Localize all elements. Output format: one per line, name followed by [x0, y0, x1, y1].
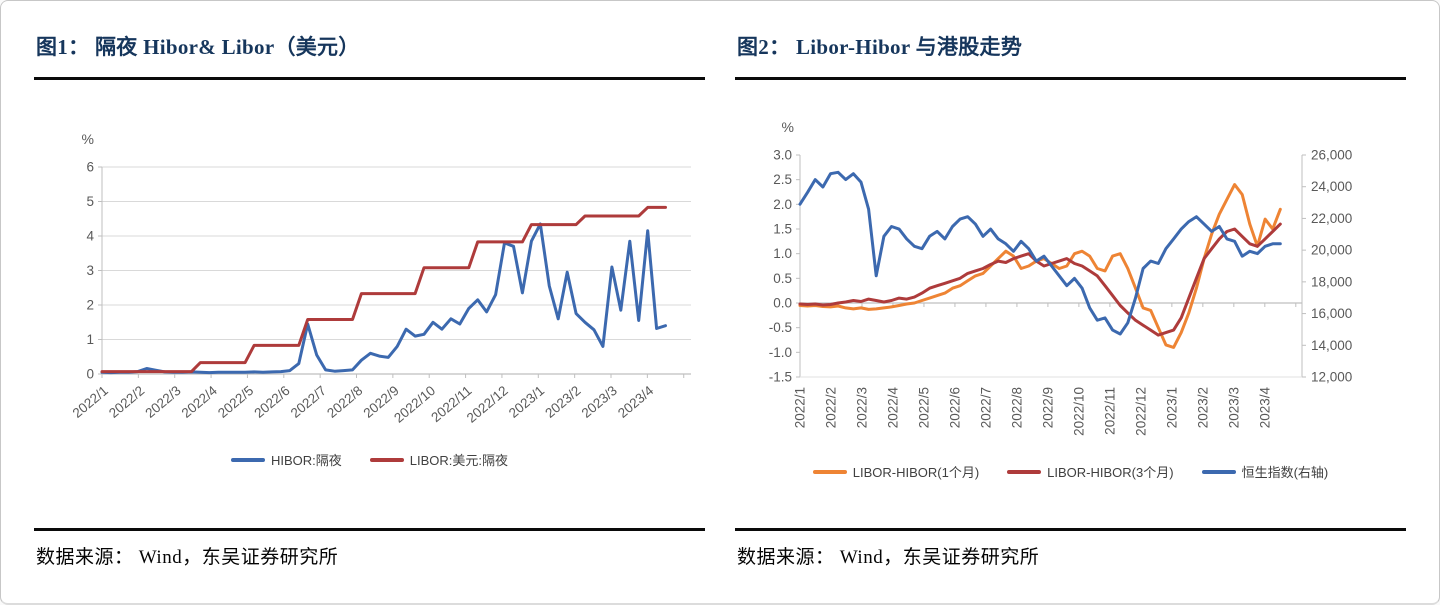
figure2-chart-area: 3.0 2.5 2.0 1.5 1.0 0.5 0.0 -0.5 -1.0 -1.5 26,000 2…: [735, 80, 1406, 528]
y-axis-tick-label: -0.5: [768, 320, 791, 335]
y-axis-tick-label: -1.5: [768, 370, 791, 385]
figure1-source-rule: [34, 528, 705, 531]
series-line-1: [798, 222, 1282, 337]
x-axis-tick-label: 2022/9: [1040, 387, 1055, 428]
x-axis-tick-label: 2022/3: [142, 383, 183, 421]
y2-axis-tick-label: 12,000: [1311, 370, 1352, 385]
legend-swatch-0: [230, 457, 265, 462]
y-axis-tick-label: 2.0: [773, 197, 792, 212]
legend-item-0: LIBOR-HIBOR(1个月): [812, 462, 980, 481]
y2-axis-tick-label: 14,000: [1311, 338, 1352, 353]
legend-item-2: 恒生指数(右轴): [1201, 462, 1329, 481]
legend-swatch-1: [369, 457, 404, 462]
legend-swatch-0: [812, 469, 847, 474]
figure2-panel: 图2： Libor-Hibor 与港股走势 3.0 2.5 2.0 1.5 1.0 0.5…: [735, 23, 1406, 603]
y-axis-tick-label: 3: [86, 263, 94, 278]
figure2-title-rule: [735, 77, 1406, 80]
figure1-panel: 图1： 隔夜 Hibor& Libor（美元） 0 1 2 3 4 5 6 2022/1 202…: [34, 23, 705, 603]
y2-axis-tick-label: 22,000: [1311, 211, 1352, 226]
y-axis-tick-label: 0.0: [773, 296, 792, 311]
legend-label-1: LIBOR-HIBOR(3个月): [1047, 465, 1174, 480]
series-line-2: [798, 170, 1282, 336]
y-axis-tick-label: 0.5: [773, 271, 792, 286]
series-line-0: [100, 222, 667, 375]
y2-axis-tick-label: 20,000: [1311, 243, 1352, 258]
y-axis-tick-label: 6: [86, 160, 94, 175]
x-axis-tick-label: 2023/2: [1195, 387, 1210, 428]
x-axis-tick-label: 2022/2: [106, 383, 147, 421]
x-axis-tick-label: 2023/4: [1257, 387, 1272, 429]
legend-label-1: LIBOR:美元:隔夜: [409, 453, 509, 468]
legend-label-2: 恒生指数(右轴): [1241, 465, 1329, 480]
series-line-0: [798, 183, 1282, 349]
y-axis-tick-label: -1.0: [768, 345, 791, 360]
x-axis-tick-label: 2023/1: [505, 383, 546, 421]
x-axis-tick-label: 2022/8: [1009, 387, 1024, 428]
x-axis-tick-label: 2022/4: [178, 382, 220, 420]
x-axis-tick-label: 2022/3: [854, 387, 869, 428]
legend-item-0: HIBOR:隔夜: [230, 450, 342, 469]
x-axis-tick-label: 2022/8: [324, 383, 365, 421]
series-line-1: [100, 205, 667, 374]
x-axis-tick-label: 2023/3: [1226, 387, 1241, 428]
legend-item-1: LIBOR-HIBOR(3个月): [1007, 462, 1174, 481]
y-axis-tick-label: 3.0: [773, 148, 792, 163]
legend-swatch-1: [1007, 469, 1042, 474]
x-axis-tick-label: 2022/5: [215, 383, 256, 421]
y-axis-tick-label: 2: [86, 298, 94, 313]
x-axis-tick-label: 2022/5: [916, 387, 931, 428]
x-axis-tick-label: 2022/10: [391, 383, 438, 426]
x-axis-tick-label: 2023/2: [542, 383, 583, 421]
x-axis-tick-label: 2022/6: [947, 387, 962, 428]
x-axis-tick-label: 2022/1: [792, 387, 807, 428]
x-axis-tick-label: 2022/4: [885, 387, 900, 429]
figure1-chart-area: 0 1 2 3 4 5 6 2022/1 2022/2 2022/3 2022/4 2022/5 202…: [34, 80, 705, 528]
figure2-title: 图2： Libor-Hibor 与港股走势: [737, 35, 1023, 59]
figure1-title-rule: [34, 77, 705, 80]
x-axis-tick-label: 2022/7: [287, 383, 328, 421]
x-axis-tick-label: 2023/3: [578, 383, 619, 421]
figure2-source: 数据来源： Wind，东吴证券研究所: [737, 547, 1040, 568]
y-axis-tick-label: 1.5: [773, 222, 792, 237]
legend-label-0: LIBOR-HIBOR(1个月): [852, 465, 980, 480]
figure1-source: 数据来源： Wind，东吴证券研究所: [36, 547, 339, 568]
x-axis-tick-label: 2022/1: [69, 383, 110, 421]
figure2-source-rule: [735, 528, 1406, 531]
x-axis-tick-label: 2022/12: [1133, 387, 1148, 436]
figure1-legend: HIBOR:隔夜 LIBOR:美元:隔夜: [230, 450, 509, 469]
y-axis-unit-label: %: [81, 131, 93, 147]
x-axis-tick-label: 2023/4: [615, 382, 657, 420]
y-axis-tick-label: 0: [86, 367, 94, 382]
y2-axis-tick-label: 16,000: [1311, 306, 1352, 321]
x-axis-tick-label: 2022/7: [978, 387, 993, 428]
y2-axis-tick-label: 24,000: [1311, 179, 1352, 194]
y-axis-tick-label: 4: [86, 229, 94, 244]
y-axis-tick-label: 1.0: [773, 246, 792, 261]
y-axis-unit-label: %: [781, 119, 793, 135]
x-axis-tick-label: 2022/2: [823, 387, 838, 428]
y2-axis-tick-label: 18,000: [1311, 274, 1352, 289]
y2-axis-tick-label: 26,000: [1311, 148, 1352, 163]
x-axis-tick-label: 2022/11: [1102, 387, 1117, 435]
legend-label-0: HIBOR:隔夜: [270, 453, 342, 468]
figure2-chart: 3.0 2.5 2.0 1.5 1.0 0.5 0.0 -0.5 -1.0 -1.5 26,000 2…: [768, 119, 1352, 436]
figure2-legend: LIBOR-HIBOR(1个月) LIBOR-HIBOR(3个月) 恒生指数(右轴): [812, 462, 1329, 481]
figure1-chart: 01234562022/12022/22022/32022/42022/5202…: [69, 131, 691, 426]
legend-swatch-2: [1201, 469, 1236, 474]
y-axis-tick-label: 2.5: [773, 172, 792, 187]
y-axis-tick-label: 5: [86, 194, 94, 209]
x-axis-tick-label: 2022/10: [1071, 387, 1086, 436]
x-axis-tick-label: 2023/1: [1164, 387, 1179, 428]
x-axis-tick-label: 2022/12: [463, 383, 510, 426]
figure1-title: 图1： 隔夜 Hibor& Libor（美元）: [36, 35, 360, 59]
legend-item-1: LIBOR:美元:隔夜: [369, 450, 509, 469]
y-axis-tick-label: 1: [86, 332, 94, 347]
x-axis-tick-label: 2022/6: [251, 383, 292, 421]
